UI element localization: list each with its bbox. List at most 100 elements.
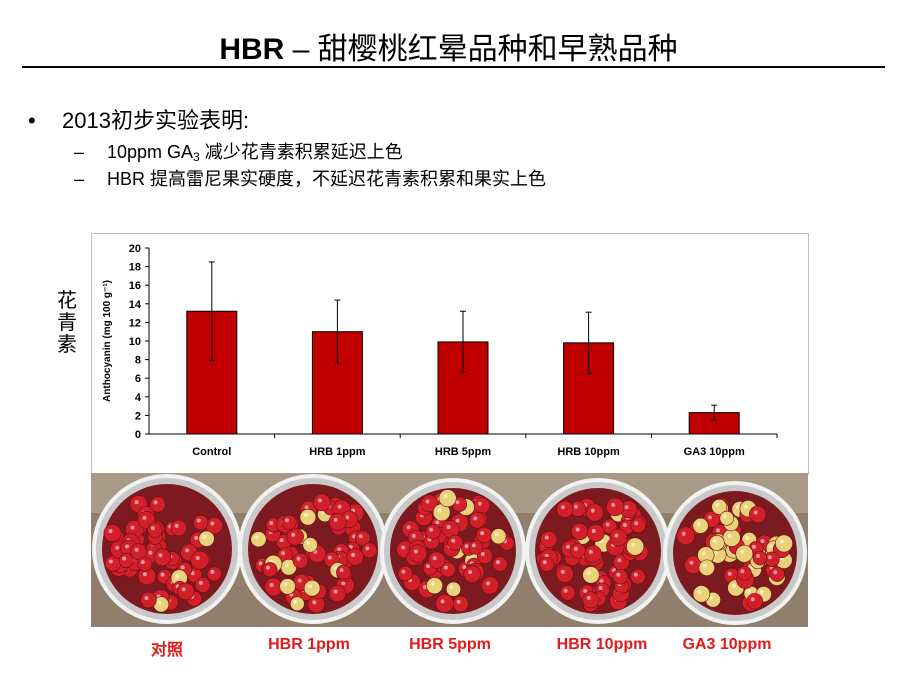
cherry-highlight [560, 505, 565, 510]
cherry [775, 534, 793, 553]
cherry [130, 543, 147, 561]
cherry-highlight [258, 561, 263, 566]
cherry-highlight [722, 514, 727, 519]
cherry-highlight [345, 515, 350, 520]
cherry [428, 551, 446, 569]
cherry-highlight [617, 558, 622, 563]
cherry-highlight [108, 529, 113, 534]
cherry [585, 503, 604, 522]
cherry [452, 595, 469, 613]
cherry [302, 537, 318, 553]
cherry-highlight [702, 563, 707, 568]
cherry-highlight [365, 546, 370, 551]
cherry-highlight [759, 590, 764, 595]
cherry [153, 548, 172, 567]
cherry-highlight [715, 502, 720, 507]
cherry-highlight [174, 523, 179, 528]
x-category-label: HRB 5ppm [435, 446, 491, 458]
cherry-highlight [611, 502, 616, 507]
cherry-highlight [158, 553, 163, 558]
caption-hbr-5ppm: HBR 5ppm [409, 636, 491, 653]
cherry-highlight [115, 545, 120, 550]
cherry-highlight [590, 508, 595, 513]
cherry [752, 550, 768, 566]
cherry [746, 593, 764, 610]
cherry-highlight [337, 504, 342, 509]
cherry-highlight [485, 581, 490, 586]
cherry [292, 552, 309, 569]
cherry-highlight [468, 570, 473, 575]
cherry [626, 537, 645, 556]
cherry-highlight [480, 551, 485, 556]
cherry-highlight [437, 508, 442, 513]
cherry-highlight [130, 525, 135, 530]
cherry-highlight [767, 555, 772, 560]
cherry-highlight [446, 525, 451, 530]
cherry-highlight [308, 584, 313, 589]
cherry-highlight [583, 588, 588, 593]
cherry-highlight [269, 521, 274, 526]
cherry-highlight [586, 570, 591, 575]
cherry-highlight [125, 544, 130, 549]
cherry-highlight [633, 572, 638, 577]
title-rest: – 甜樱桃红晕品种和早熟品种 [284, 33, 678, 66]
cherry [279, 578, 296, 595]
side-label: 花 青 素 [55, 290, 79, 356]
caption-ga3-10ppm: GA3 10ppm [682, 636, 772, 653]
cherry [559, 584, 576, 601]
cherry-highlight [574, 504, 579, 509]
cherry [473, 497, 491, 515]
cherry [198, 530, 215, 547]
cherry-highlight [473, 516, 478, 521]
cherry-highlight [293, 599, 298, 604]
cherry [630, 517, 646, 534]
cherry-highlight [195, 556, 200, 561]
cherry [630, 568, 646, 585]
cherry [147, 522, 163, 538]
y-tick-label: 6 [135, 373, 141, 385]
cherry-highlight [586, 595, 591, 600]
cherry [440, 561, 456, 578]
cherry [118, 553, 134, 569]
cherry-highlight [689, 560, 694, 565]
cherry-highlight [731, 583, 736, 588]
cherry-highlight [622, 523, 627, 528]
cherry-highlight [320, 510, 325, 515]
cherry [582, 566, 600, 584]
cherry [206, 566, 222, 582]
cherry [769, 566, 785, 582]
cherry [463, 565, 481, 583]
cherry [328, 512, 347, 531]
cherry [735, 544, 754, 563]
cherry-highlight [281, 551, 286, 556]
cherry-highlight [432, 556, 437, 561]
cherry-highlight [157, 600, 162, 605]
cherry-highlight [341, 581, 346, 586]
cherry [601, 518, 618, 535]
cherry-highlight [745, 535, 750, 540]
cherry-highlight [283, 582, 288, 587]
y-tick-label: 20 [129, 243, 141, 255]
cherry-highlight [471, 543, 476, 548]
cherry-highlight [735, 505, 740, 510]
x-category-label: GA3 10ppm [684, 446, 745, 458]
cherry [698, 559, 715, 576]
cherry-highlight [426, 564, 431, 569]
cherry [355, 530, 371, 546]
sub-bullet-1-a: 10ppm GA [107, 142, 194, 162]
cherry-highlight [591, 529, 596, 534]
y-tick-label: 14 [129, 299, 142, 311]
cherry-highlight [701, 551, 706, 556]
y-tick-label: 4 [135, 392, 142, 404]
cherry [435, 594, 454, 613]
cherry [490, 528, 507, 545]
cherry-highlight [429, 527, 434, 532]
cherry-highlight [599, 579, 604, 584]
bullet-main-text: 2013初步实验表明: [62, 108, 250, 133]
cherry-highlight [496, 560, 501, 565]
cherry-highlight [297, 578, 302, 583]
cherry-highlight [430, 581, 435, 586]
cherry [438, 489, 457, 508]
cherry-highlight [588, 549, 593, 554]
chart-svg: 0 2 4 6 8 10 12 14 16 18 20 Control HRB 1ppm HRB 5ppm… [102, 243, 778, 458]
